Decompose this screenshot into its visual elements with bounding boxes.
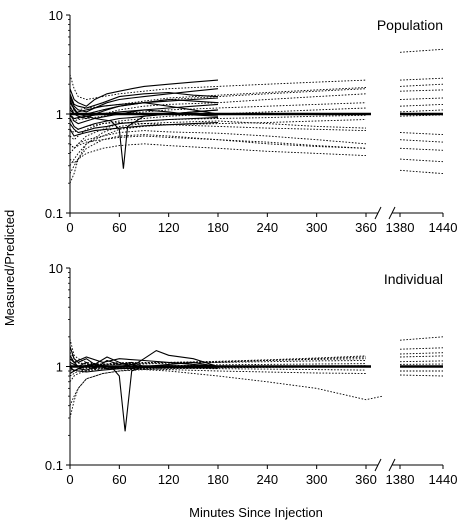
x-tick-label: 60	[112, 472, 126, 487]
x-tick-label: 240	[256, 220, 278, 235]
series-line	[399, 103, 444, 107]
series-line	[69, 346, 219, 368]
series-line	[69, 74, 367, 100]
series-line	[399, 77, 444, 81]
y-axis-label: Measured/Predicted	[2, 210, 17, 326]
series-line	[69, 107, 367, 141]
axis-break-mark	[388, 206, 396, 220]
series-line	[399, 336, 444, 341]
series-line	[69, 114, 367, 154]
x-tick-label: 360	[355, 220, 377, 235]
series-line	[69, 91, 219, 109]
x-tick-label: 0	[66, 472, 73, 487]
x-tick-label: 1440	[429, 472, 458, 487]
series-line	[399, 147, 444, 151]
series-line	[399, 352, 444, 355]
series-line	[399, 158, 444, 163]
series-line	[399, 374, 444, 377]
series-line	[69, 120, 367, 184]
axis-break-mark	[374, 206, 382, 220]
x-tick-label: 360	[355, 472, 377, 487]
x-tick-label: 1380	[386, 220, 415, 235]
axis-break-mark	[388, 458, 396, 472]
series-line	[399, 347, 444, 350]
series-line	[69, 119, 367, 167]
x-tick-label: 300	[306, 220, 328, 235]
series-line	[69, 365, 367, 406]
panel-title: Population	[377, 17, 443, 33]
y-tick-label: 1	[56, 107, 63, 122]
y-tick-label: 1	[56, 360, 63, 375]
y-tick-label: 10	[49, 261, 63, 276]
series-line	[69, 130, 367, 149]
series-line	[399, 97, 444, 100]
x-tick-label: 240	[256, 472, 278, 487]
series-line	[69, 143, 367, 164]
series-line	[69, 361, 218, 432]
series-line	[69, 135, 367, 149]
x-tick-label: 300	[306, 472, 328, 487]
series-line	[69, 79, 219, 107]
series-line	[399, 139, 444, 143]
y-tick-label: 0.1	[45, 206, 63, 221]
series-line	[399, 48, 444, 53]
series-line	[69, 363, 383, 401]
series-line	[399, 83, 444, 87]
x-tick-label: 60	[112, 220, 126, 235]
series-line	[69, 93, 367, 119]
series-line	[399, 355, 444, 358]
y-tick-label: 0.1	[45, 458, 63, 473]
population-panel: Population 0.1 1 10 0 60 120 180 240 300 360 1380 14…	[45, 8, 458, 235]
x-tick-label: 180	[207, 220, 229, 235]
series-line	[399, 109, 444, 113]
series-line	[69, 363, 367, 383]
x-tick-label: 1440	[429, 220, 458, 235]
series-line	[69, 117, 219, 134]
series-line	[399, 169, 444, 175]
y-tick-label: 10	[49, 8, 63, 23]
x-tick-label: 0	[66, 220, 73, 235]
series-line	[399, 132, 444, 136]
x-tick-label: 120	[158, 220, 180, 235]
series-line	[69, 367, 367, 374]
x-tick-label: 1380	[386, 472, 415, 487]
series-line	[69, 87, 367, 113]
x-tick-label: 120	[158, 472, 180, 487]
series-line	[69, 122, 367, 134]
series-line	[399, 360, 444, 363]
axis-break-mark	[374, 458, 382, 472]
series-line	[69, 366, 367, 419]
x-axis-label: Minutes Since Injection	[189, 505, 323, 520]
individual-panel: Individual 0.1 1 10 0 60 120 180 240 300 360 1380 14…	[45, 261, 458, 487]
series-line	[69, 134, 367, 174]
series-line	[399, 89, 444, 92]
x-tick-label: 180	[207, 472, 229, 487]
panel-title: Individual	[384, 271, 443, 287]
